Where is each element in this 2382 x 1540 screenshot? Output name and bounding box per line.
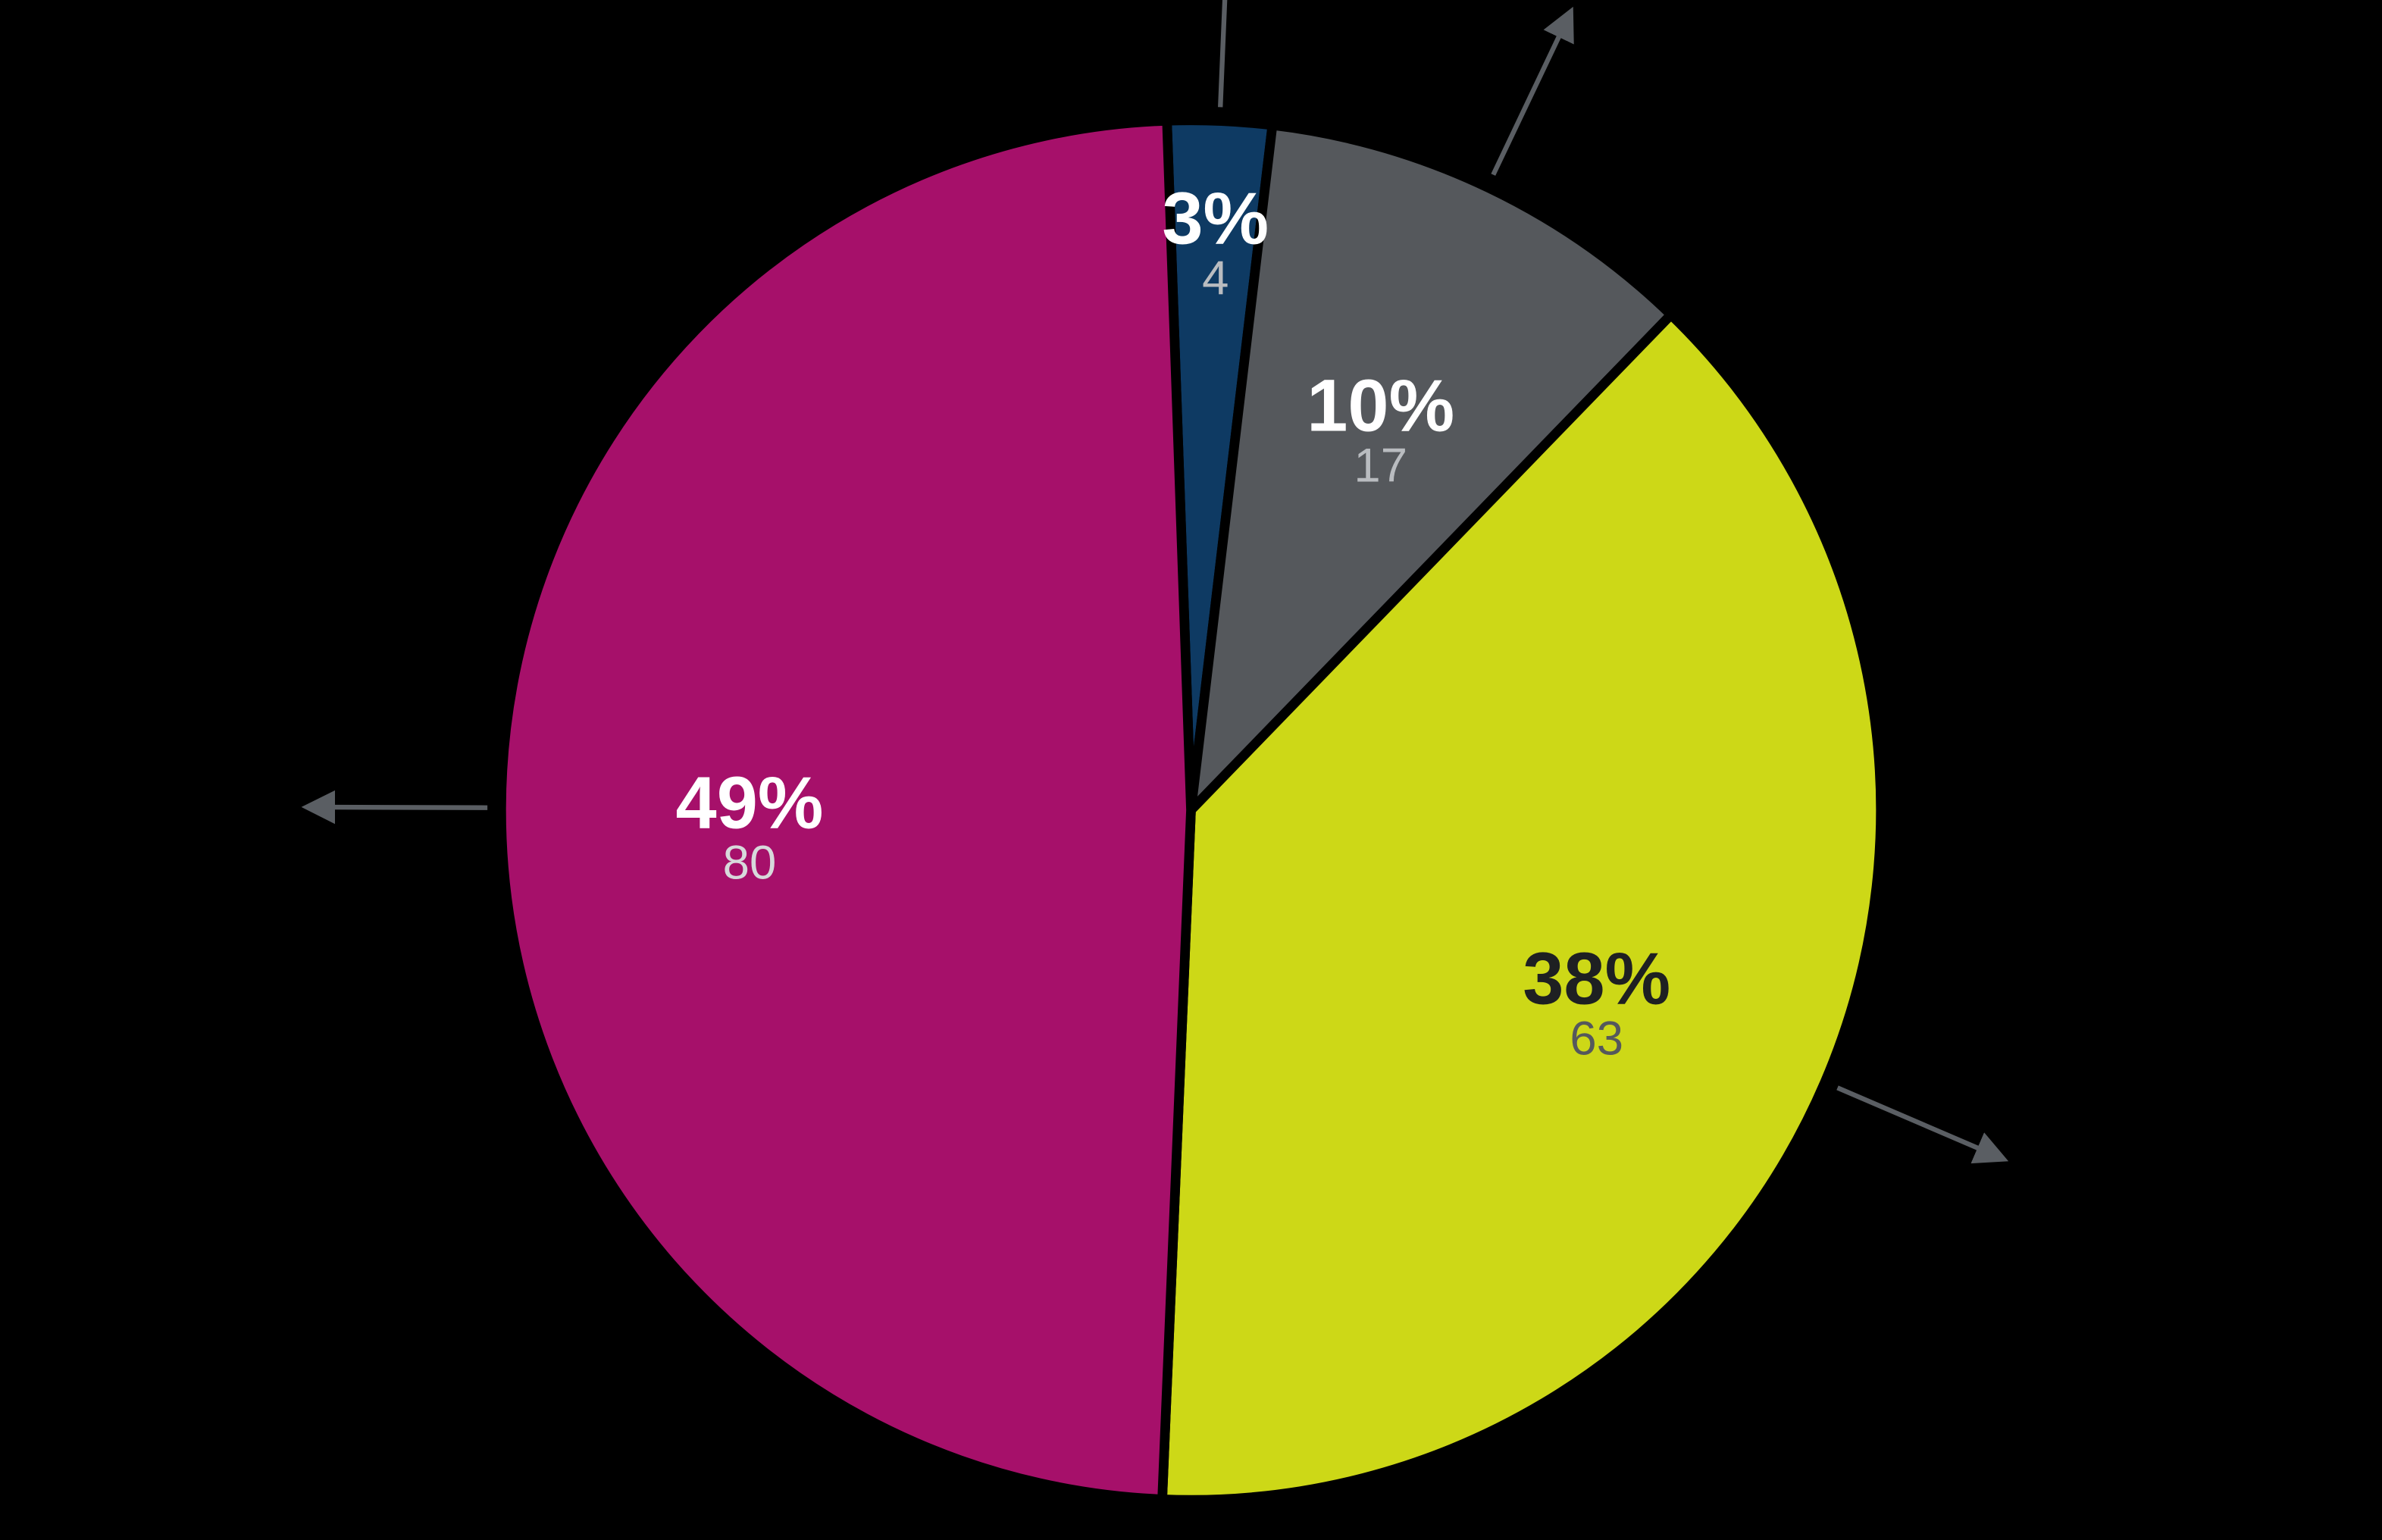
pie-chart: 3%4 10%17 38%63 49%80 (0, 0, 2382, 1540)
slice-percent-label: 49% (676, 762, 824, 844)
chart-container: 3%4 10%17 38%63 49%80 (0, 0, 2382, 1540)
slice-percent-label: 3% (1162, 177, 1269, 260)
slice-percent-label: 38% (1523, 937, 1670, 1020)
slice-percent-label: 10% (1307, 365, 1454, 447)
slice-value-label: 4 (1202, 252, 1229, 305)
slice-value-label: 63 (1570, 1013, 1623, 1066)
leader-line (308, 807, 487, 808)
slice-value-label: 80 (723, 837, 777, 890)
slice-value-label: 17 (1354, 440, 1407, 493)
